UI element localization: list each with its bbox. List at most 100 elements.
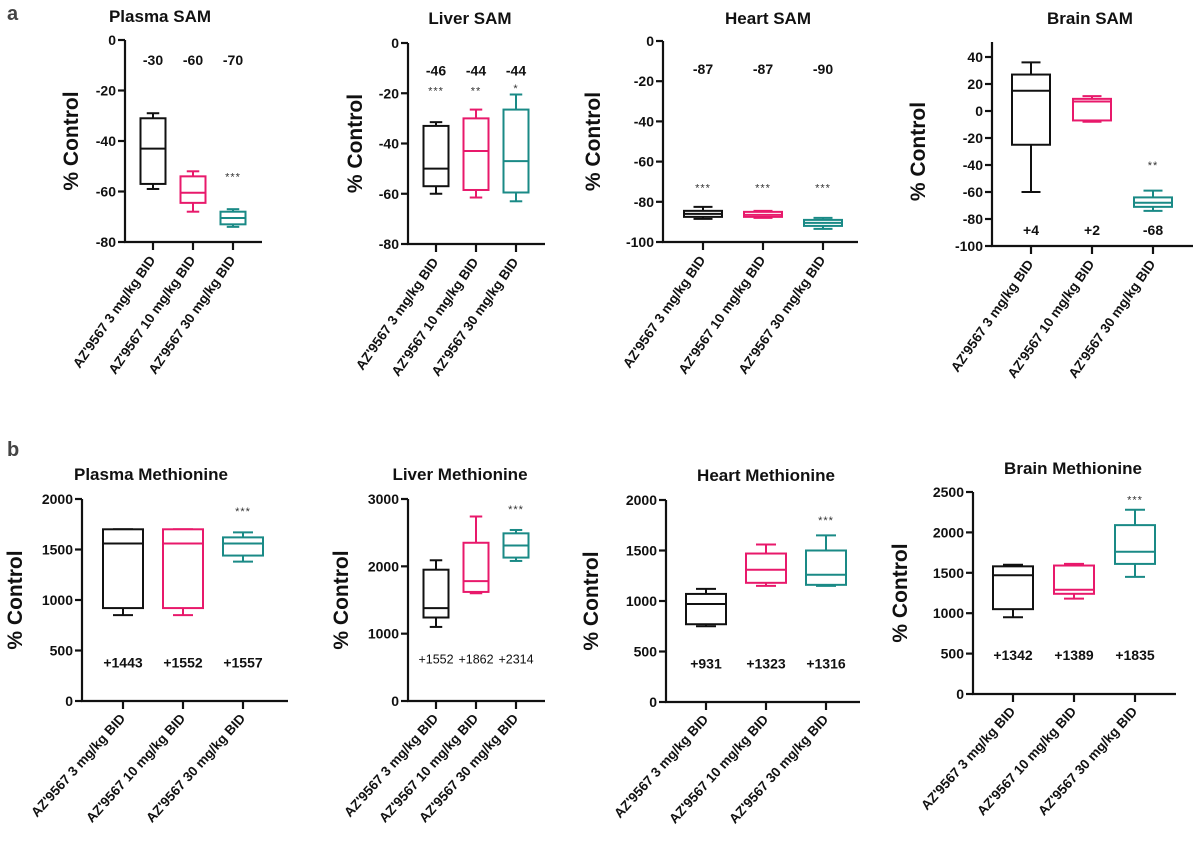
box-plot-1 [683,205,723,220]
y-tick-label: -80 [963,211,983,227]
box-plot-3 [1114,508,1156,578]
change-label: +1443 [103,655,143,671]
y-tick-label: 1500 [42,542,73,558]
change-label: -44 [506,63,526,79]
iqr-box [1114,524,1156,565]
change-label: -44 [466,63,486,79]
panel-title: Heart Methionine [697,466,835,485]
y-tick-label: 0 [975,103,983,119]
y-tick-label: -20 [379,85,399,101]
box-plot-3 [1133,189,1173,212]
y-tick-label: 2000 [933,524,964,540]
y-tick-label: 0 [646,33,654,49]
y-axis-label: % Control [60,91,83,190]
box-plot-2 [1072,95,1112,123]
x-tick-label: AZ'9567 10 mg/kg BID [83,711,188,826]
y-tick-label: 3000 [368,491,399,507]
box-plot-3 [502,528,530,562]
change-label: +1552 [418,653,453,667]
iqr-box [179,175,207,204]
y-tick-label: -80 [634,194,654,210]
box-plot-2 [162,528,204,617]
y-tick-label: 40 [967,49,983,65]
y-tick-label: 0 [649,694,657,710]
significance-marker: *** [755,183,771,195]
y-tick-label: 1500 [933,565,964,581]
iqr-box [162,528,204,610]
x-tick-label: AZ'9567 30 mg/kg BID [726,712,831,827]
change-label: +1552 [163,655,203,671]
significance-marker: *** [225,171,241,183]
y-tick-label: -20 [634,73,654,89]
box-plot-1 [992,563,1034,619]
iqr-box [685,592,727,626]
y-tick-label: -20 [963,130,983,146]
y-tick-label: 500 [941,646,965,662]
y-tick-label: -100 [955,238,983,254]
y-tick-label: -40 [634,113,654,129]
panels: Plasma SAM 0 -20 -40 -60 -80 % Control AZ'9567 … [4,7,1193,826]
y-tick-label: 1500 [626,543,657,559]
change-label: +4 [1023,222,1039,238]
change-label: -68 [1143,222,1163,238]
y-tick-label: 500 [634,644,658,660]
panel-title: Brain Methionine [1004,459,1142,478]
y-tick-label: 0 [391,693,399,709]
panel-title: Brain SAM [1047,9,1133,28]
panel-title: Liver Methionine [392,465,527,484]
box-plot-1 [685,587,727,628]
iqr-box [102,528,144,610]
significance-marker: *** [1127,494,1143,506]
y-tick-label: 0 [391,35,399,51]
change-label: +1316 [806,656,846,672]
iqr-box [1011,73,1051,146]
significance-marker: *** [235,506,251,518]
change-label: -70 [223,52,243,68]
iqr-box [222,536,264,557]
panel-title: Heart SAM [725,9,811,28]
y-axis-label: % Control [580,551,603,650]
box-plot-1 [422,121,450,195]
x-tick-label: AZ'9567 30 mg/kg BID [1035,704,1140,819]
significance-marker: ** [471,86,482,98]
y-tick-label: -80 [96,234,116,250]
change-label: +1557 [223,655,263,671]
iqr-box [422,124,450,188]
change-label: +931 [690,656,722,672]
y-tick-label: 2000 [626,492,657,508]
iqr-box [992,565,1034,611]
y-tick-label: 0 [956,686,964,702]
y-tick-label: 0 [108,32,116,48]
iqr-box [502,108,530,194]
y-tick-label: 500 [50,643,74,659]
y-axis-label: % Control [330,550,353,649]
y-tick-label: -60 [963,184,983,200]
box-plot-3 [222,531,264,563]
change-label: +1862 [458,653,493,667]
y-tick-label: -20 [96,83,116,99]
y-tick-label: 0 [65,693,73,709]
y-tick-label: 1000 [626,593,657,609]
iqr-box [1072,97,1112,122]
y-tick-label: -60 [634,154,654,170]
panel-letter-b: b [7,439,19,461]
x-tick-label: AZ'9567 30 mg/kg BID [143,711,248,826]
panel-title: Liver SAM [428,9,511,28]
x-tick-label: AZ'9567 10 mg/kg BID [666,712,771,827]
box-plot-3 [502,93,530,203]
significance-marker: ** [1148,160,1159,172]
box-plot-3 [805,534,847,587]
panel-title: Plasma SAM [109,7,211,26]
iqr-box [422,568,450,619]
y-tick-label: -40 [379,136,399,152]
panel-letter-a: a [7,3,19,25]
panel-heart-methionine: Heart Methionine 0 500 1000 1500 2000 % Contro… [580,466,860,826]
y-axis-label: % Control [344,94,367,193]
y-tick-label: -80 [379,236,399,252]
iqr-box [462,117,490,191]
box-plot-1 [1011,61,1051,193]
